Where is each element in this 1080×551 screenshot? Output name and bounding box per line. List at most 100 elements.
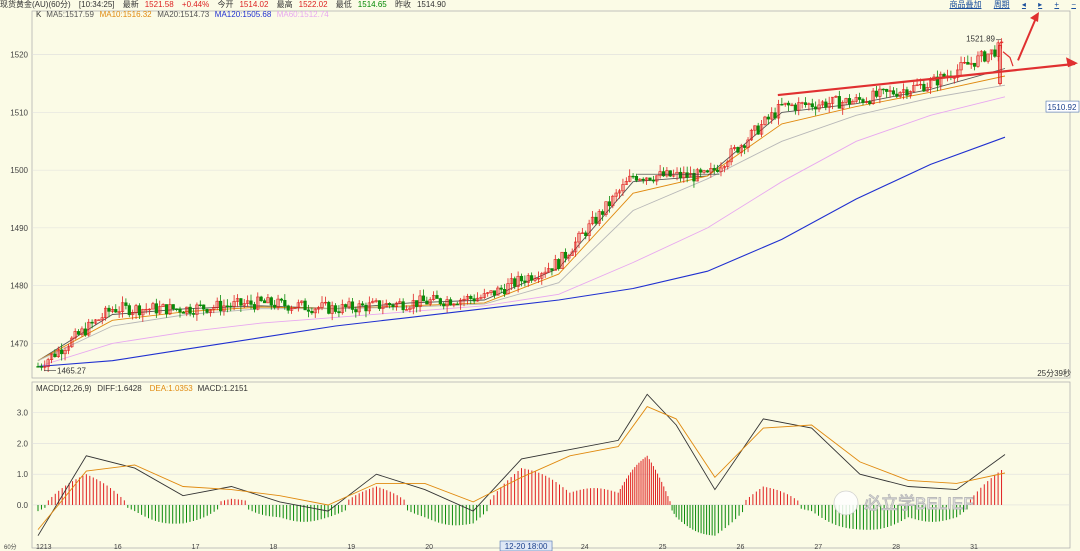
candle-body <box>553 259 557 271</box>
candle-body <box>158 306 162 314</box>
candle-body <box>330 305 334 314</box>
nav-right-icon[interactable]: ▸ <box>1038 0 1043 9</box>
candle-body <box>171 304 175 310</box>
candle-body <box>817 104 821 110</box>
candle-body <box>621 184 625 192</box>
candle-body <box>218 300 223 312</box>
candle-body <box>986 53 990 62</box>
candle-body <box>929 80 933 88</box>
macd-tick-label: 0.0 <box>17 501 29 510</box>
candle-body <box>73 331 77 339</box>
candle-body <box>222 305 226 312</box>
price-tag-box <box>1045 100 1080 113</box>
candle-body <box>969 62 973 65</box>
candle-body <box>306 309 311 312</box>
candle-body <box>303 300 307 311</box>
candle-body <box>293 307 297 309</box>
candle-body <box>469 295 473 299</box>
prev-close: 1514.90 <box>416 0 446 9</box>
candle-body <box>39 366 43 368</box>
candle-body <box>391 304 395 307</box>
x-tick-label: 17 <box>192 544 200 551</box>
macd-tick-label: 3.0 <box>17 409 29 418</box>
candle-body <box>631 175 635 178</box>
pullback-stroke <box>1002 51 1014 67</box>
price-panel-frame <box>31 10 1071 379</box>
candle-body <box>340 304 344 314</box>
candle-body <box>107 307 111 312</box>
candle-body <box>246 300 250 304</box>
change-percent: +0.44% <box>181 0 210 9</box>
candle-body <box>834 96 838 98</box>
candle-body <box>367 302 371 312</box>
candle-body <box>962 61 967 64</box>
candle-body <box>131 312 135 316</box>
candle-body <box>188 306 192 314</box>
candle-body <box>212 307 216 310</box>
candle-body <box>300 300 304 304</box>
macd-legend-macd: MACD:1.2151 <box>198 384 249 393</box>
candle-body <box>482 293 486 298</box>
candle-body <box>716 169 720 172</box>
candle-body <box>776 103 781 119</box>
candle-body <box>53 353 57 357</box>
candle-body <box>70 337 74 348</box>
candle-body <box>344 304 348 308</box>
candle-body <box>195 304 199 315</box>
candle-body <box>175 308 179 310</box>
macd-line-dea <box>37 406 1006 530</box>
candle-body <box>289 308 294 311</box>
candle-body <box>462 298 466 301</box>
zoom-out-icon[interactable]: − <box>1071 0 1076 9</box>
candle-body <box>746 139 750 148</box>
candle-body <box>770 112 774 120</box>
candle-body <box>688 172 693 178</box>
x-tick-label: 25 <box>659 544 667 551</box>
candle-body <box>827 103 831 108</box>
candle-body <box>841 101 845 109</box>
nav-left-icon[interactable]: ◂ <box>1021 0 1026 9</box>
candle-body <box>279 298 284 301</box>
ma-line-ma10 <box>37 75 1006 362</box>
cursor-time-box <box>499 540 553 551</box>
period-button[interactable]: 周期 <box>993 0 1010 9</box>
candle-body <box>915 84 919 86</box>
candle-body <box>743 145 747 148</box>
candle-body <box>824 101 828 108</box>
candle-body <box>594 216 598 224</box>
candle-body <box>442 303 446 307</box>
candle-body <box>871 90 875 105</box>
candle-body <box>888 90 892 92</box>
candle-body <box>560 251 564 269</box>
candle-body <box>486 292 490 294</box>
candle-body <box>276 298 280 308</box>
candle-body <box>563 251 568 259</box>
candle-body <box>513 278 517 287</box>
candle-body <box>181 311 185 314</box>
candle-body <box>519 275 524 282</box>
candle-body <box>665 170 669 177</box>
candle-body <box>749 129 754 141</box>
candle-body <box>523 280 527 283</box>
candle-body <box>415 300 419 307</box>
candle-body <box>587 223 591 237</box>
up-arrow-line <box>1017 17 1037 61</box>
candle-body <box>124 302 128 306</box>
candle-body <box>151 303 155 310</box>
candle-body <box>252 304 256 310</box>
overlay-button[interactable]: 商品叠加 <box>949 0 982 9</box>
candle-body <box>354 309 358 313</box>
candle-body <box>800 102 804 104</box>
candle-body <box>993 49 997 57</box>
zoom-in-icon[interactable]: + <box>1054 0 1060 9</box>
candle-body <box>790 104 794 107</box>
candle-body <box>374 300 378 302</box>
candle-body <box>431 295 436 301</box>
candle-body <box>452 303 456 306</box>
instrument-name: 现货黄金(AU)(60分) <box>0 0 71 9</box>
watermark-logo <box>833 490 859 516</box>
candle-body <box>168 304 172 315</box>
candle-body <box>388 303 392 306</box>
candle-body <box>638 178 642 181</box>
candle-body <box>425 300 429 305</box>
